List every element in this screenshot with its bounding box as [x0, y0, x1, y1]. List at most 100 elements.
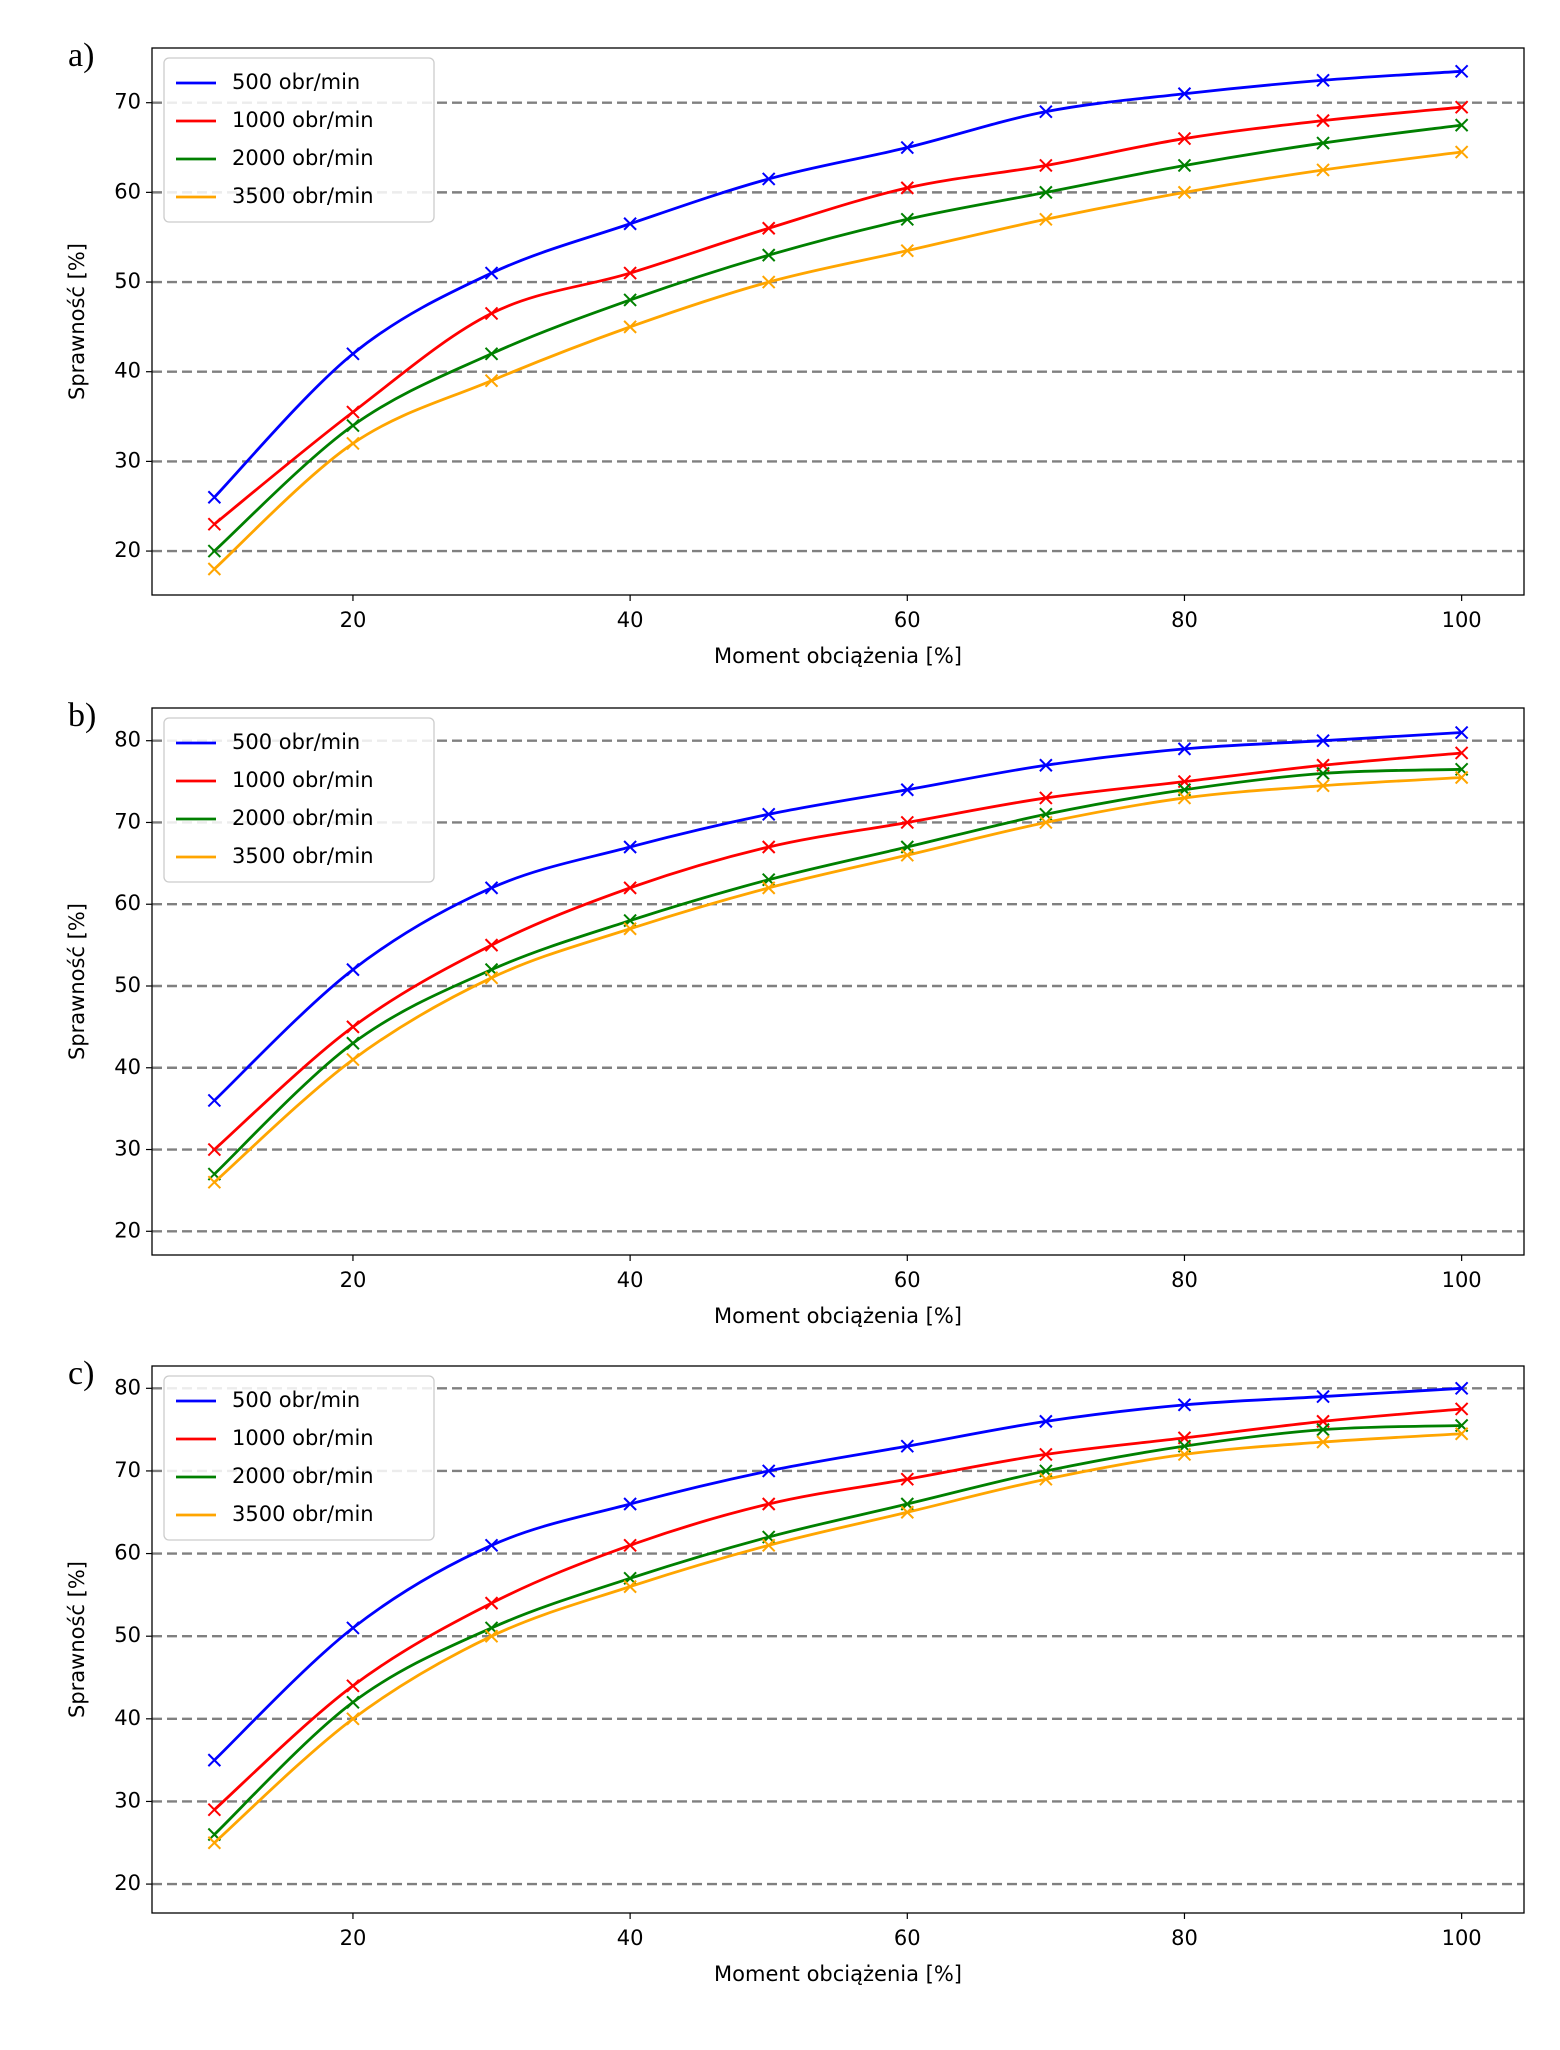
- point-marker: [207, 1836, 222, 1850]
- y-tick-label: 70: [114, 90, 141, 114]
- point-marker: [346, 418, 360, 433]
- panel-label: c): [68, 1355, 94, 1392]
- y-tick-label: 30: [114, 1137, 141, 1161]
- y-tick-label: 60: [114, 179, 141, 203]
- legend-label: 500 obr/min: [232, 1388, 360, 1412]
- y-tick-label: 60: [114, 1541, 141, 1565]
- point-marker: [346, 405, 360, 419]
- legend-label: 2000 obr/min: [232, 806, 374, 830]
- point-marker: [1039, 212, 1053, 226]
- series-line: [213, 123, 1462, 553]
- y-tick-label: 20: [114, 538, 141, 562]
- point-marker: [623, 320, 637, 334]
- point-marker: [900, 243, 915, 258]
- point-marker: [623, 1497, 637, 1511]
- y-axis-label: Sprawność [%]: [65, 243, 89, 400]
- point-marker: [623, 881, 637, 895]
- x-tick-label: 20: [340, 1926, 367, 1950]
- point-marker: [1177, 185, 1192, 200]
- point-marker: [207, 1803, 222, 1817]
- point-marker: [1454, 770, 1469, 785]
- point-marker: [1316, 163, 1330, 177]
- point-marker: [1177, 1398, 1192, 1412]
- x-tick-label: 20: [340, 1268, 367, 1292]
- point-marker: [900, 1439, 915, 1453]
- point-marker: [1039, 791, 1053, 805]
- point-marker: [346, 962, 360, 977]
- point-marker: [1039, 1447, 1053, 1462]
- x-tick-label: 80: [1171, 1926, 1198, 1950]
- series-line: [213, 1407, 1462, 1811]
- point-marker: [1177, 1447, 1192, 1462]
- point-marker: [346, 1712, 360, 1726]
- point-marker: [761, 221, 776, 235]
- point-marker: [346, 1695, 360, 1710]
- point-marker: [1454, 145, 1469, 159]
- point-marker: [346, 1679, 360, 1693]
- legend-label: 500 obr/min: [232, 70, 360, 94]
- point-marker: [1039, 758, 1053, 772]
- x-axis-label: Moment obciążenia [%]: [714, 1962, 962, 1986]
- series-line: [213, 751, 1462, 1151]
- y-tick-label: 70: [114, 1458, 141, 1482]
- point-marker: [1316, 1435, 1330, 1449]
- legend-label: 3500 obr/min: [232, 1502, 374, 1526]
- point-marker: [346, 1036, 360, 1050]
- series-line: [213, 776, 1462, 1184]
- point-marker: [761, 275, 776, 289]
- point-marker: [1039, 185, 1053, 200]
- series-line: [213, 731, 1462, 1102]
- point-marker: [1039, 158, 1053, 173]
- point-marker: [1454, 100, 1469, 114]
- panel-label: a): [68, 37, 94, 74]
- point-marker: [623, 1579, 637, 1594]
- point-marker: [484, 1596, 499, 1610]
- x-tick-label: 40: [617, 608, 644, 632]
- point-marker: [484, 347, 499, 361]
- point-marker: [1316, 1422, 1330, 1437]
- point-marker: [484, 306, 499, 321]
- chart-panel: a) 20 30 40 50 60 70 20 40 60 80 100 Moment obciążen…: [65, 37, 1525, 668]
- x-tick-label: 100: [1442, 1268, 1482, 1292]
- point-marker: [207, 490, 222, 504]
- point-marker: [484, 971, 499, 985]
- point-marker: [900, 212, 915, 226]
- x-tick-label: 40: [617, 1926, 644, 1950]
- x-tick-label: 60: [894, 608, 921, 632]
- point-marker: [623, 840, 637, 854]
- y-tick-label: 50: [114, 269, 141, 293]
- point-marker: [207, 517, 222, 531]
- point-marker: [623, 293, 637, 307]
- series-line: [213, 150, 1462, 571]
- point-marker: [1177, 791, 1192, 805]
- point-marker: [900, 783, 915, 797]
- point-marker: [1039, 104, 1053, 119]
- x-tick-label: 80: [1171, 608, 1198, 632]
- point-marker: [1316, 113, 1330, 128]
- point-marker: [1316, 73, 1330, 87]
- legend-label: 3500 obr/min: [232, 184, 374, 208]
- series-line: [213, 69, 1462, 499]
- series-line: [213, 105, 1462, 526]
- point-marker: [1316, 733, 1330, 748]
- legend-label: 500 obr/min: [232, 730, 360, 754]
- point-marker: [1177, 131, 1192, 146]
- point-marker: [1039, 815, 1053, 830]
- y-tick-label: 20: [114, 1871, 141, 1895]
- point-marker: [761, 1497, 776, 1511]
- point-marker: [1316, 1389, 1330, 1404]
- x-tick-label: 40: [617, 1268, 644, 1292]
- point-marker: [484, 881, 499, 895]
- y-tick-label: 40: [114, 1706, 141, 1730]
- legend-label: 2000 obr/min: [232, 1464, 374, 1488]
- point-marker: [761, 807, 776, 822]
- y-tick-label: 80: [114, 1375, 141, 1399]
- y-tick-label: 40: [114, 359, 141, 383]
- point-marker: [346, 1020, 360, 1034]
- point-marker: [1316, 778, 1330, 793]
- x-axis-label: Moment obciążenia [%]: [714, 644, 962, 668]
- point-marker: [900, 848, 915, 862]
- series-line: [213, 767, 1462, 1176]
- chart-panel: c) 20 30 40 50 60 70 80 20 40 60 80 100 Moment obciąż…: [65, 1355, 1525, 1986]
- point-marker: [346, 436, 360, 451]
